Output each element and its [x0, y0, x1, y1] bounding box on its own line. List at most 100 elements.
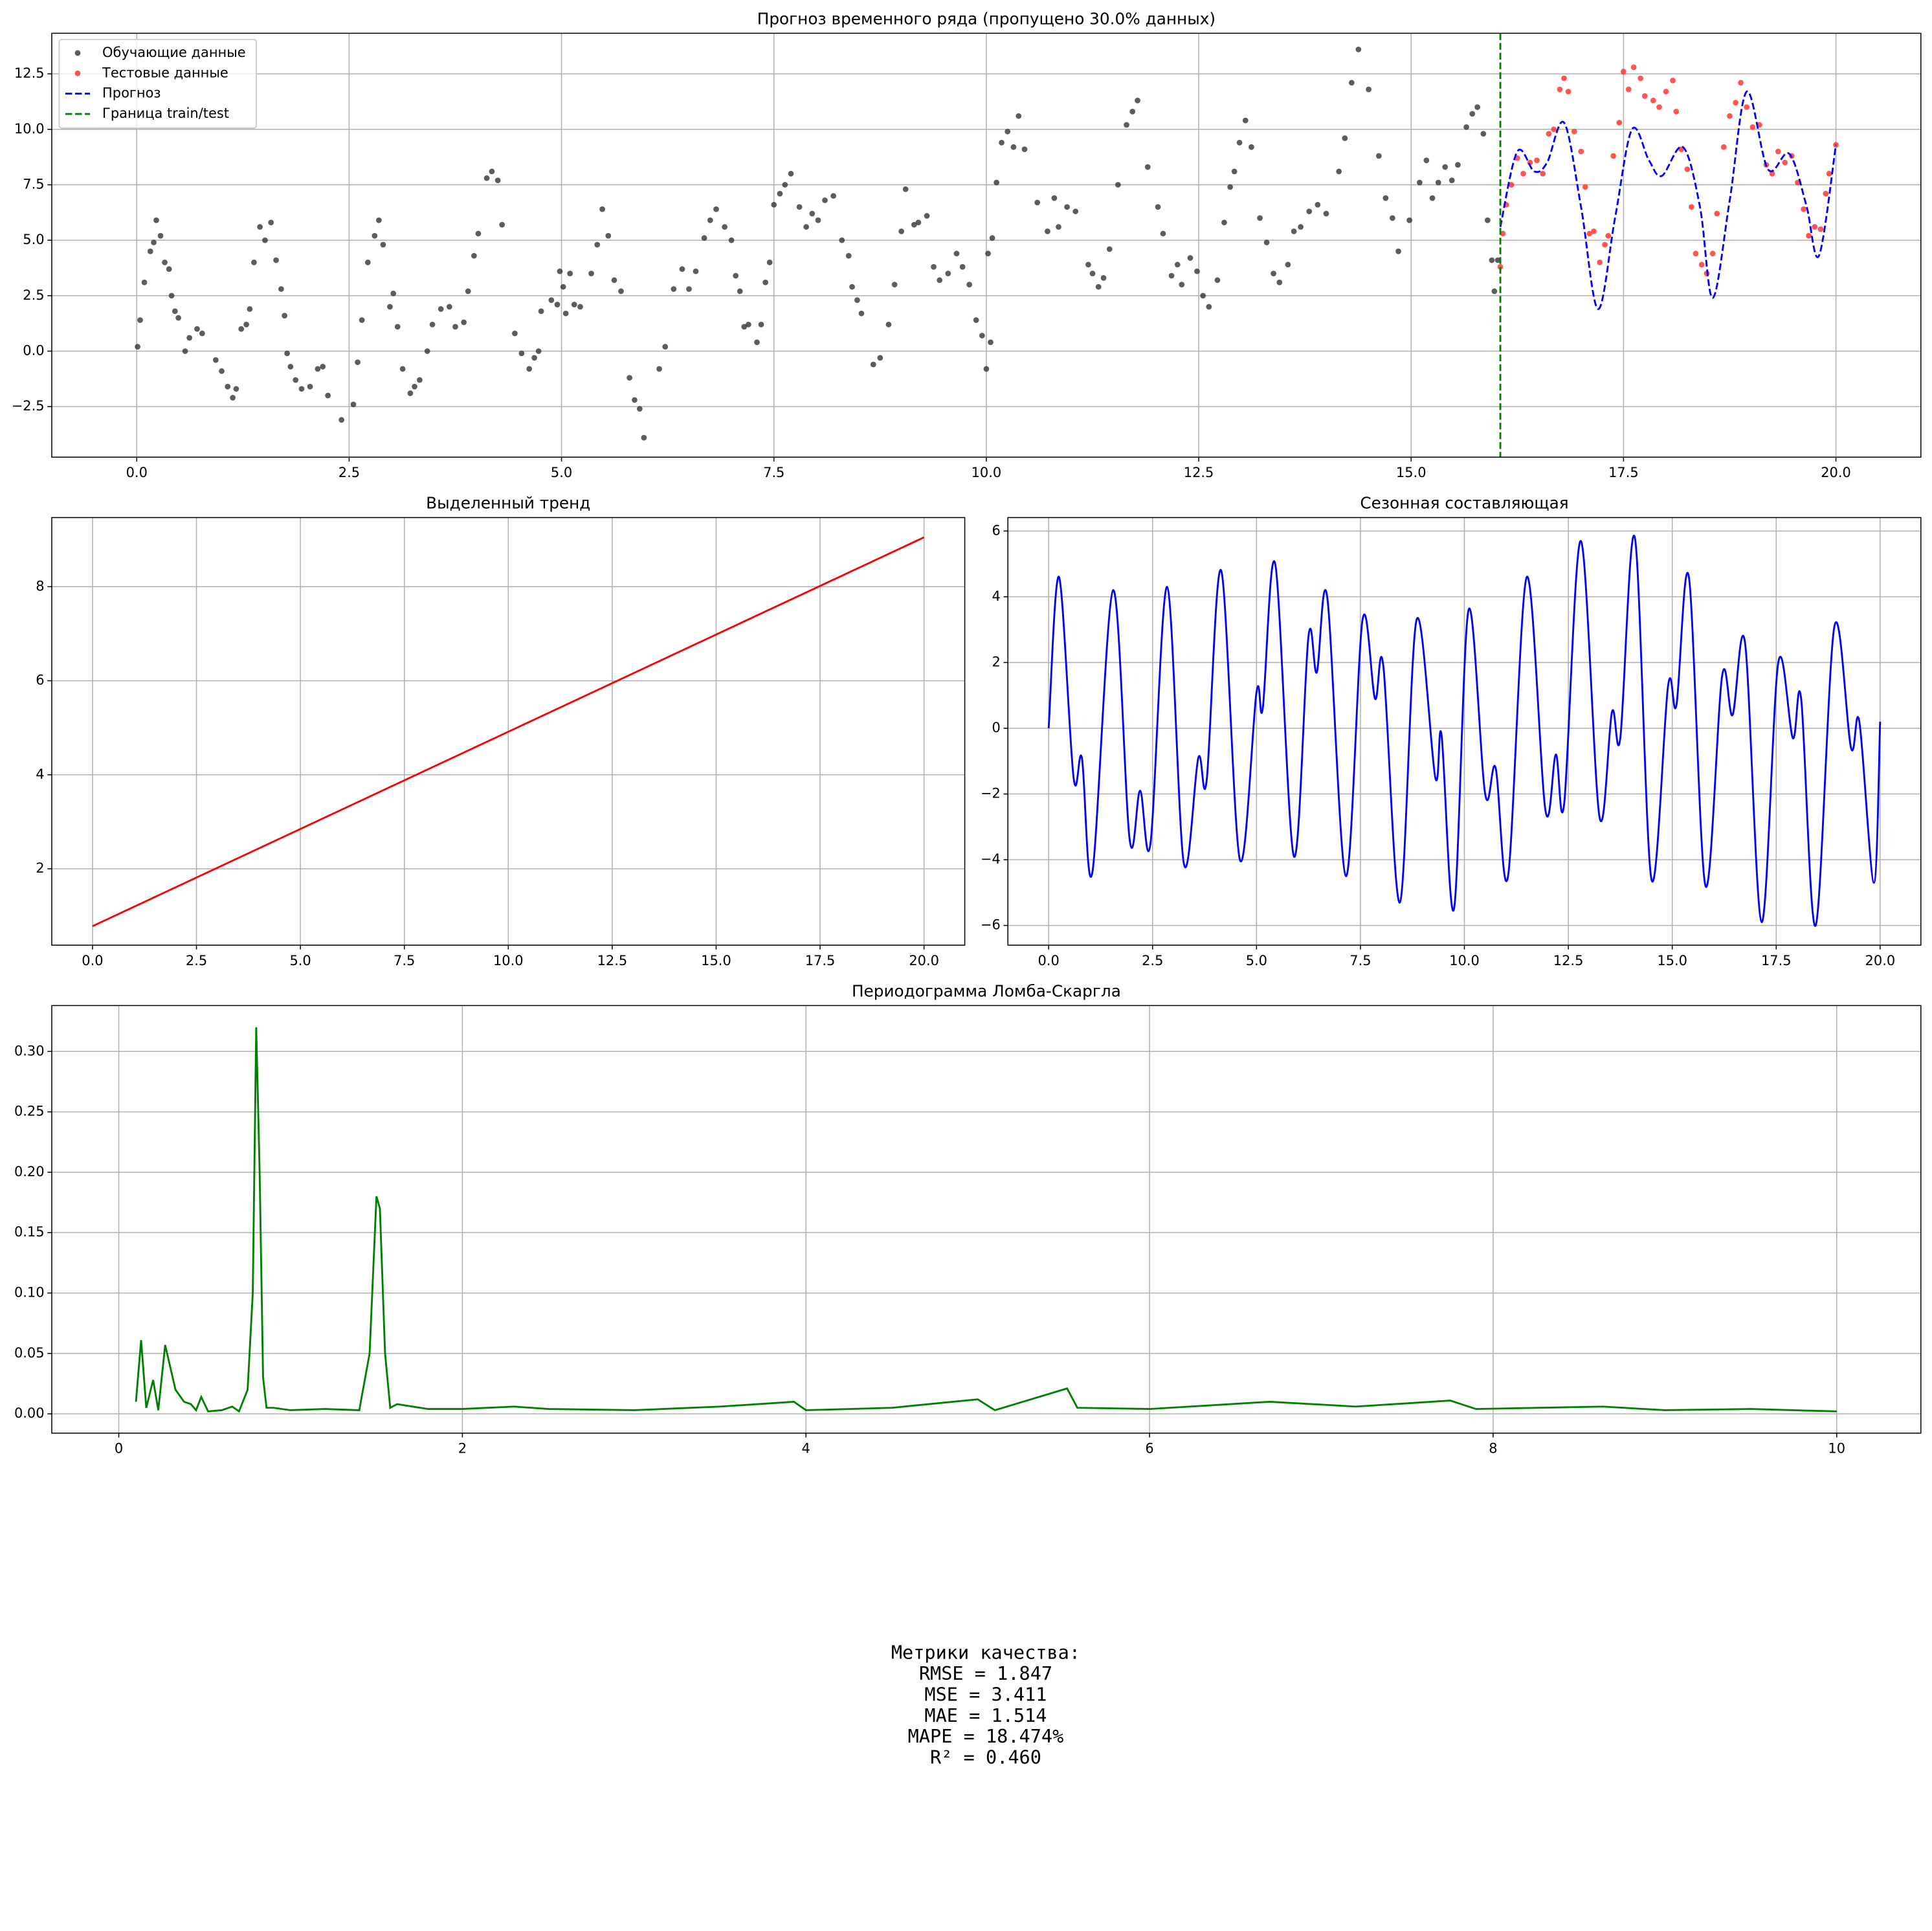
- data-point: [233, 386, 239, 392]
- data-point: [1540, 170, 1546, 177]
- data-point: [394, 324, 401, 330]
- y-tick-label: 0.15: [14, 1224, 45, 1240]
- data-point: [1016, 113, 1022, 119]
- data-point: [762, 279, 769, 285]
- data-point: [745, 321, 751, 328]
- data-point: [219, 368, 225, 374]
- data-point: [387, 304, 393, 310]
- chart-title: Выделенный тренд: [426, 494, 590, 513]
- y-tick-label: −6: [981, 917, 1001, 933]
- data-point: [979, 333, 985, 339]
- data-point: [1115, 182, 1121, 188]
- x-tick-label: 0.0: [126, 465, 148, 480]
- legend-label: Граница train/test: [102, 106, 229, 121]
- data-point: [849, 284, 855, 290]
- metrics-line: MAPE = 18.474%: [908, 1725, 1064, 1747]
- data-point: [1051, 195, 1058, 201]
- data-point: [1056, 224, 1061, 230]
- line-series: [135, 1027, 1837, 1413]
- y-tick-label: −2.5: [12, 398, 45, 414]
- data-point: [632, 397, 638, 403]
- data-point: [686, 286, 692, 292]
- line-series: [1499, 91, 1837, 310]
- legend-marker: [74, 70, 81, 76]
- line-series: [1047, 535, 1882, 927]
- data-point: [1236, 139, 1243, 146]
- x-tick-label: 17.5: [805, 953, 836, 968]
- x-tick-label: 8: [1489, 1441, 1497, 1457]
- data-point: [1727, 113, 1733, 119]
- data-point: [577, 304, 583, 310]
- data-point: [494, 177, 501, 183]
- data-point: [1144, 164, 1151, 170]
- data-point: [1578, 148, 1584, 155]
- data-point: [1276, 279, 1283, 285]
- data-point: [475, 230, 482, 237]
- data-point: [782, 182, 788, 188]
- data-point: [182, 348, 188, 354]
- data-point: [390, 290, 397, 296]
- data-point: [1227, 184, 1234, 190]
- data-point: [230, 395, 236, 401]
- data-point: [141, 279, 148, 285]
- data-point: [1298, 224, 1304, 230]
- data-point: [891, 282, 898, 288]
- data-point: [671, 286, 677, 292]
- data-point: [915, 219, 922, 226]
- data-point: [1546, 131, 1552, 137]
- data-point: [1395, 248, 1401, 254]
- x-tick-label: 0: [115, 1441, 123, 1457]
- data-point: [151, 240, 157, 245]
- plot-area: [135, 33, 1839, 458]
- data-point: [262, 237, 268, 243]
- data-point: [465, 288, 471, 295]
- data-point: [243, 321, 249, 328]
- data-point: [594, 241, 601, 248]
- data-point: [902, 186, 909, 192]
- data-point: [461, 319, 467, 326]
- data-point: [471, 252, 477, 259]
- data-point: [424, 348, 430, 354]
- data-point: [1168, 273, 1175, 279]
- data-point: [1455, 162, 1461, 168]
- data-point: [212, 357, 219, 363]
- data-point: [1463, 124, 1469, 130]
- data-point: [1801, 206, 1807, 212]
- x-tick-label: 15.0: [701, 953, 731, 968]
- data-point: [822, 197, 828, 203]
- x-tick-label: 5.0: [551, 465, 572, 480]
- data-point: [953, 251, 960, 257]
- data-point: [994, 179, 1000, 186]
- x-tick-label: 12.5: [1553, 953, 1584, 968]
- data-point: [1823, 190, 1829, 197]
- chart-title: Периодограмма Ломба-Скаргла: [852, 981, 1121, 1000]
- data-point: [858, 310, 865, 317]
- data-point: [885, 321, 892, 328]
- x-tick-label: 0.0: [1038, 953, 1060, 968]
- plot-area: [135, 1027, 1837, 1413]
- data-point: [560, 284, 566, 290]
- data-point: [1497, 263, 1504, 270]
- data-point: [1480, 131, 1487, 137]
- x-tick-label: 10.0: [1449, 953, 1480, 968]
- data-point: [1010, 144, 1017, 150]
- data-point: [1214, 277, 1221, 284]
- data-point: [162, 260, 168, 265]
- data-point: [605, 232, 612, 239]
- data-point: [1200, 293, 1206, 299]
- data-point: [1597, 260, 1603, 265]
- data-point: [315, 366, 321, 372]
- x-tick-label: 2.5: [186, 953, 207, 968]
- y-tick-label: 7.5: [23, 176, 44, 192]
- x-tick-label: 12.5: [1184, 465, 1214, 480]
- legend-box: [58, 38, 257, 129]
- data-point: [452, 324, 458, 330]
- y-tick-label: 8: [36, 578, 44, 594]
- data-point: [788, 170, 794, 177]
- y-tick-label: 6: [992, 522, 1000, 538]
- data-point: [924, 213, 930, 219]
- data-point: [796, 204, 803, 210]
- data-point: [1484, 217, 1491, 223]
- legend-label: Тестовые данные: [102, 65, 228, 80]
